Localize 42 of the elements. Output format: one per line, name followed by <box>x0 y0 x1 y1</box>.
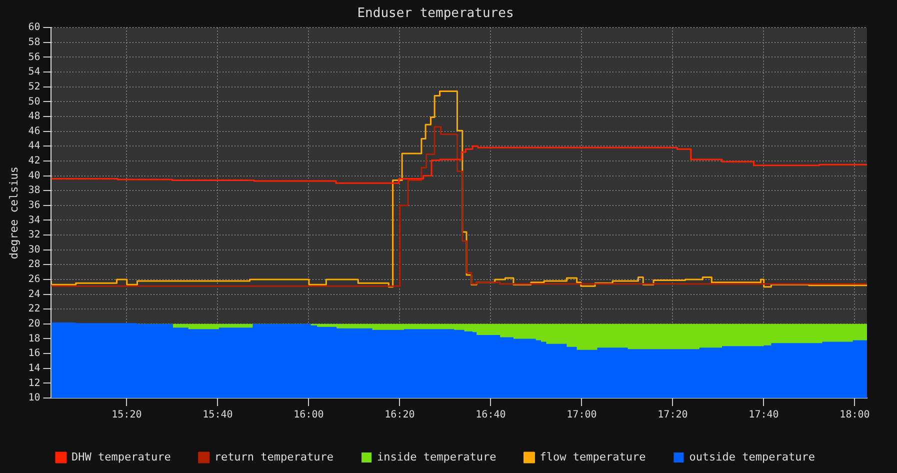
y-tick-label: 32 <box>28 230 40 241</box>
legend-label: outside temperature <box>689 450 816 464</box>
y-tick-label: 38 <box>28 185 40 196</box>
y-tick-label: 30 <box>28 244 40 256</box>
y-tick-label: 14 <box>28 362 40 374</box>
x-tick-label: 17:00 <box>566 410 597 421</box>
x-tick-label: 15:20 <box>112 410 142 421</box>
y-tick-label: 54 <box>28 66 40 78</box>
y-tick-label: 46 <box>28 126 40 137</box>
y-tick-label: 52 <box>28 81 40 92</box>
y-tick-label: 48 <box>28 111 40 122</box>
y-tick-label: 20 <box>28 318 40 330</box>
y-tick-label: 42 <box>28 156 40 167</box>
y-tick-label: 16 <box>28 348 40 360</box>
y-tick-label: 12 <box>28 378 40 389</box>
y-tick-label: 50 <box>28 96 40 108</box>
x-tick-label: 16:40 <box>476 410 506 421</box>
x-tick-label: 16:20 <box>384 410 415 421</box>
chart-title: Enduser temperatures <box>357 6 514 22</box>
legend-label: DHW temperature <box>71 450 171 464</box>
y-tick-label: 10 <box>28 392 40 404</box>
y-tick-label: 44 <box>28 140 40 152</box>
x-tick-label: 15:40 <box>202 410 233 421</box>
y-axis-title: degree celsius <box>7 166 20 260</box>
x-tick-label: 17:40 <box>748 410 779 421</box>
y-tick-label: 34 <box>28 214 40 226</box>
x-tick-label: 17:20 <box>658 410 688 421</box>
x-tick-label: 16:00 <box>294 410 324 421</box>
legend-label: flow temperature <box>540 450 646 464</box>
y-tick-label: 24 <box>28 288 40 300</box>
y-tick-label: 56 <box>28 52 40 63</box>
y-tick-label: 40 <box>28 170 40 182</box>
y-tick-label: 36 <box>28 200 40 211</box>
y-tick-label: 26 <box>28 274 40 286</box>
y-tick-label: 18 <box>28 333 40 344</box>
y-tick-label: 22 <box>28 304 40 315</box>
legend-label: inside temperature <box>377 450 496 464</box>
legend-label: return temperature <box>214 450 334 464</box>
y-tick-label: 58 <box>28 37 40 48</box>
y-tick-label: 60 <box>28 22 40 34</box>
x-tick-label: 18:00 <box>840 410 870 421</box>
y-tick-label: 28 <box>28 259 40 270</box>
